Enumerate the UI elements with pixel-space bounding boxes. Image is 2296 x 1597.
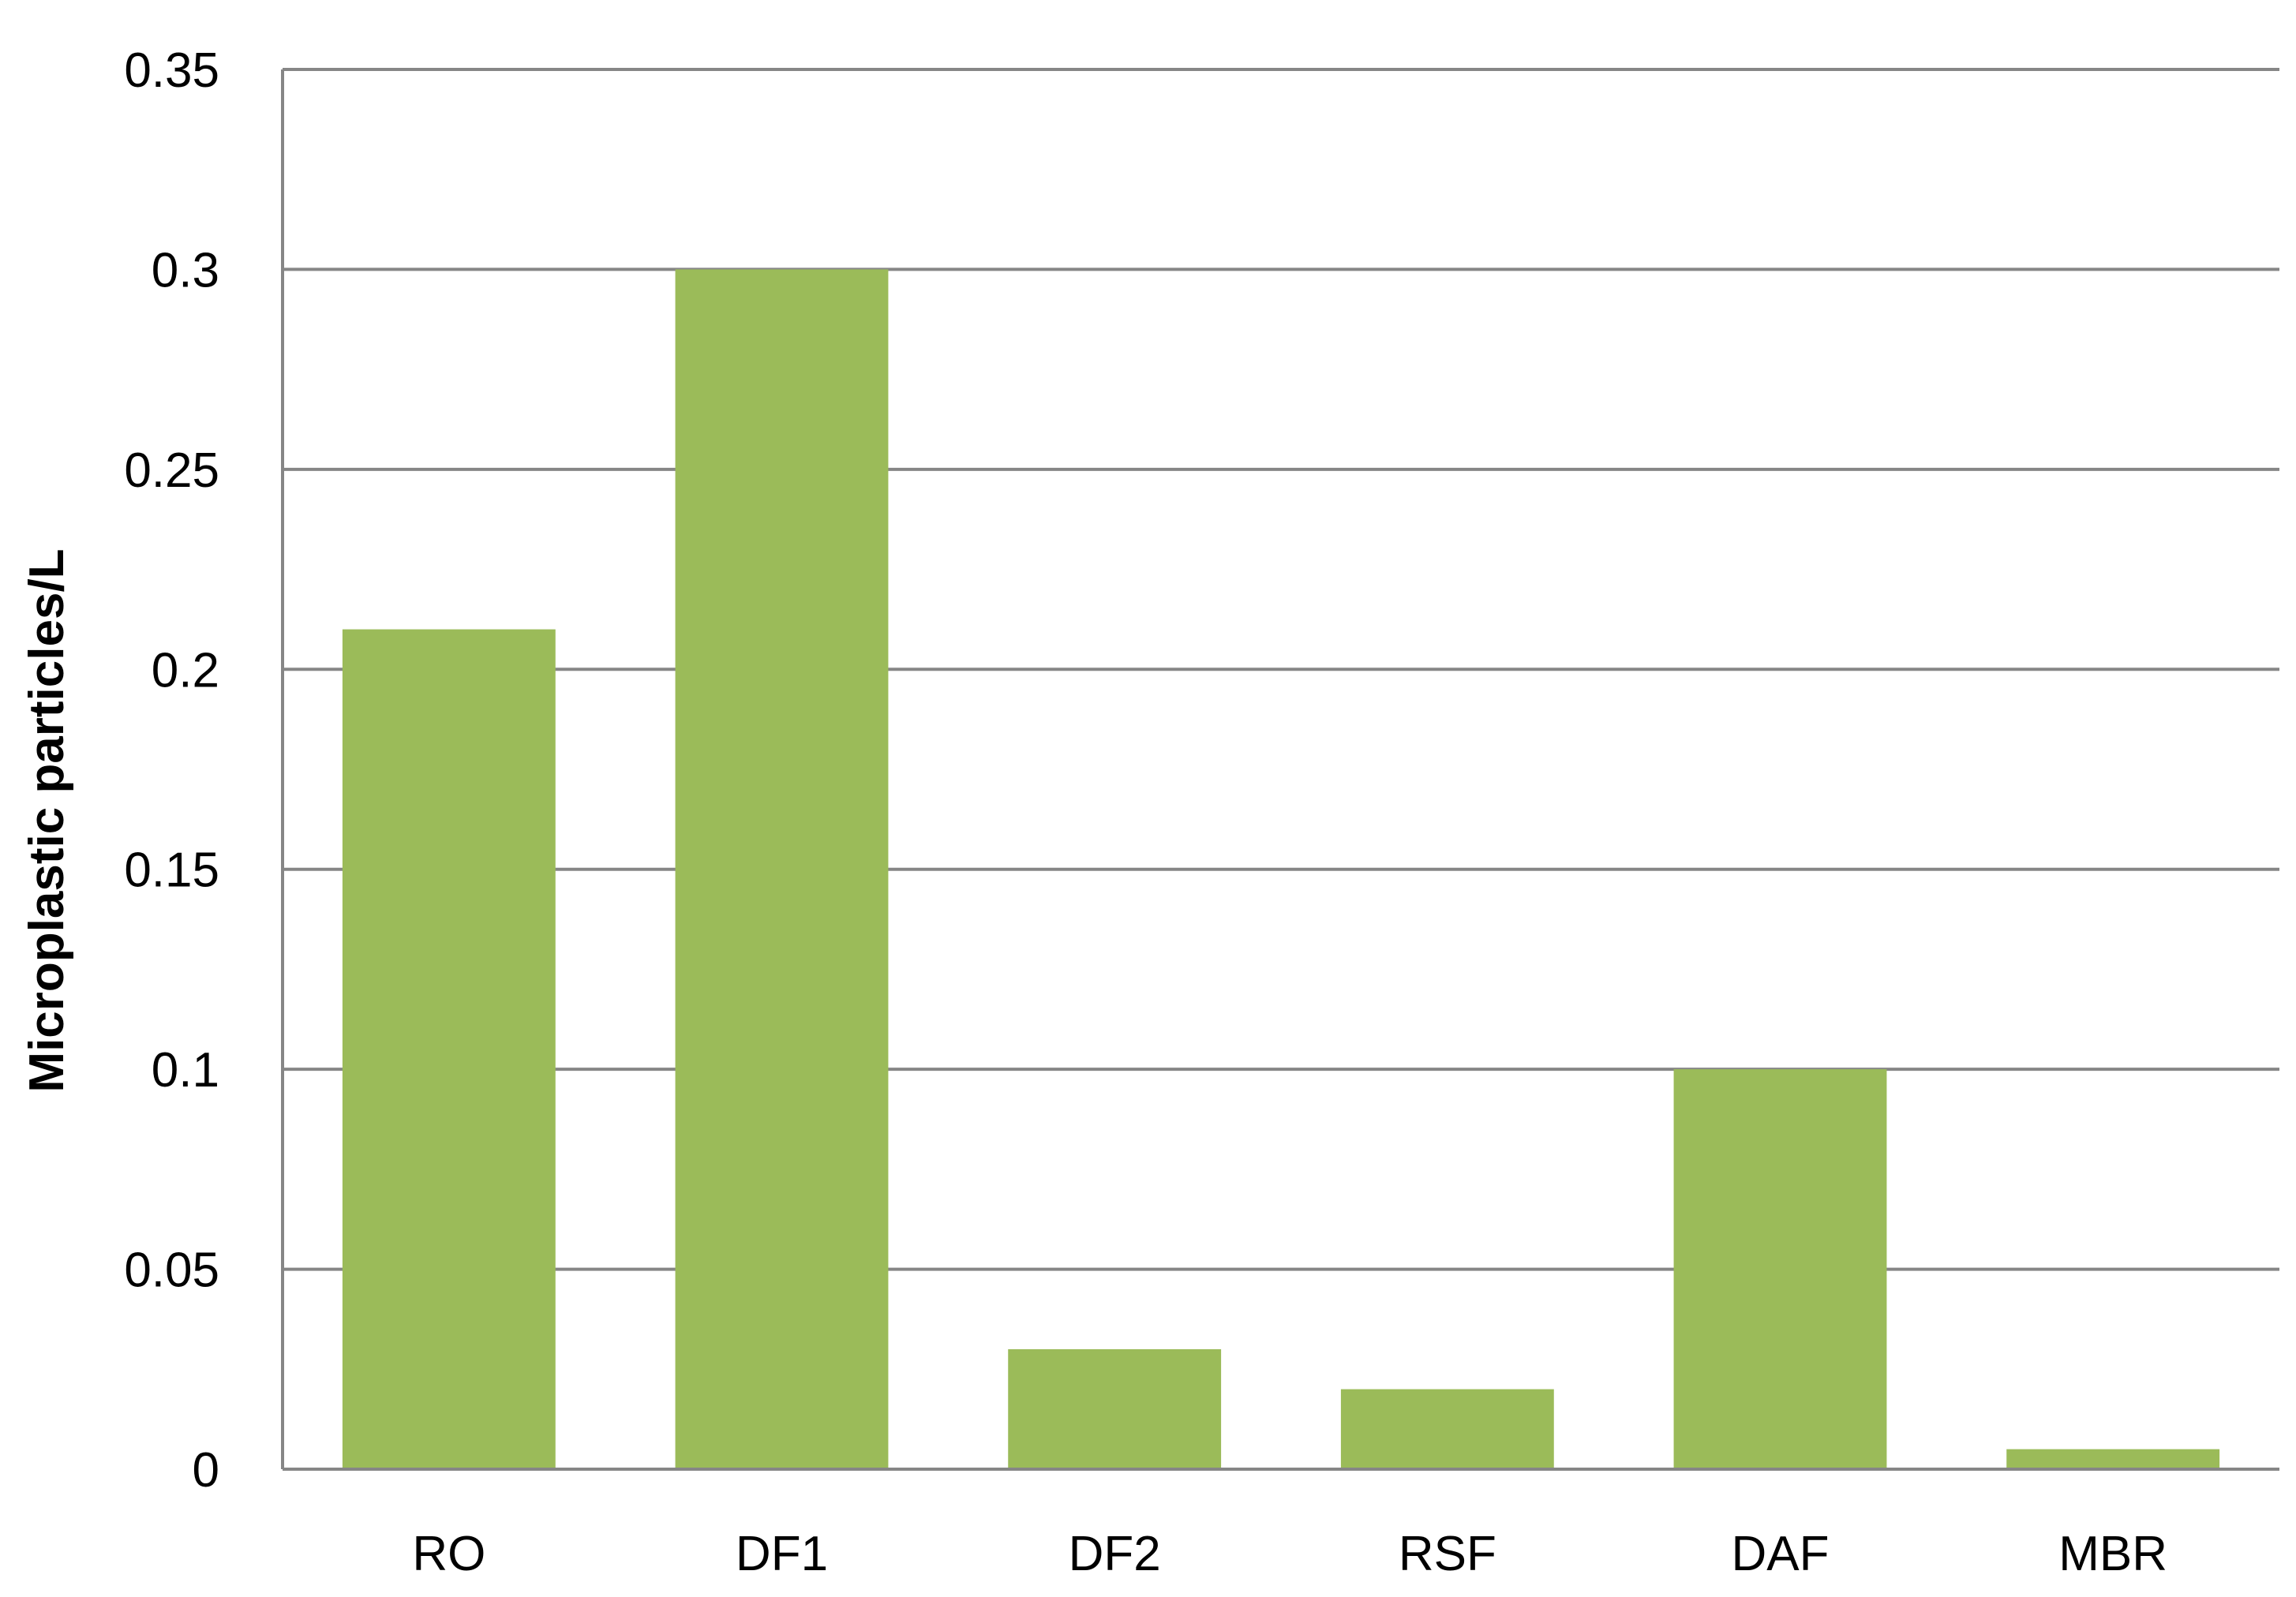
y-tick-label: 0.1 [152, 1043, 219, 1098]
bar-mbr [2006, 1449, 2220, 1469]
x-tick-labels: RO DF1 DF2 RSF DAF MBR [412, 1527, 2167, 1581]
x-tick-label: DF1 [736, 1527, 828, 1581]
y-tick-label: 0.3 [152, 243, 219, 297]
y-tick-labels: 0 0.05 0.1 0.15 0.2 0.25 0.3 0.35 [124, 43, 219, 1498]
gridlines [283, 68, 2279, 1271]
x-tick-label: DF2 [1069, 1527, 1161, 1581]
x-tick-label: DAF [1732, 1527, 1830, 1581]
x-tick-label: RSF [1399, 1527, 1496, 1581]
x-tick-label: MBR [2058, 1527, 2167, 1581]
bars [342, 269, 2220, 1469]
bar-df2 [1008, 1348, 1222, 1469]
y-tick-label: 0.15 [124, 843, 219, 898]
bar-df1 [675, 269, 889, 1469]
y-axis-title: Microplastic particles/L [20, 548, 74, 1092]
y-tick-label: 0.2 [152, 643, 219, 698]
x-tick-label: RO [412, 1527, 485, 1581]
bar-daf [1673, 1069, 1887, 1469]
axes [281, 69, 2279, 1471]
bar-ro [342, 629, 556, 1469]
y-tick-label: 0.05 [124, 1244, 219, 1298]
y-tick-label: 0.25 [124, 443, 219, 498]
y-tick-label: 0.35 [124, 43, 219, 98]
y-tick-label: 0 [193, 1443, 219, 1498]
bar-rsf [1340, 1389, 1554, 1469]
